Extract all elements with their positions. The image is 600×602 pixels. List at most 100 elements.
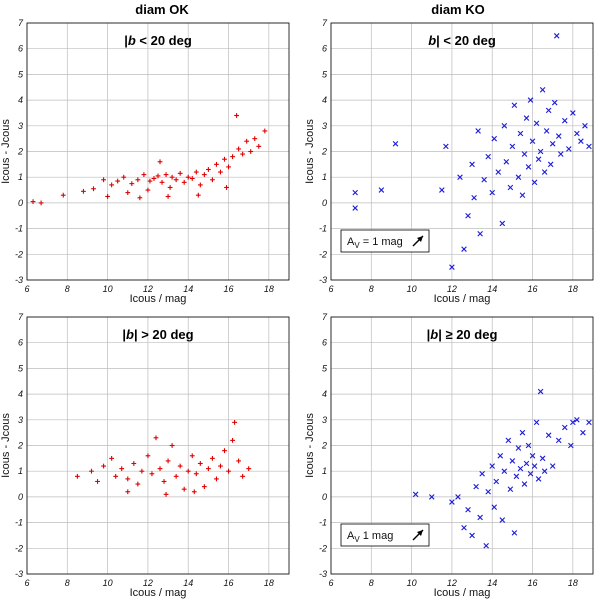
- point-stroke-b: [503, 158, 510, 165]
- x-tick-label: 16: [528, 284, 538, 294]
- point-stroke-b: [489, 463, 496, 469]
- data-point: [222, 156, 227, 162]
- data-point: [477, 514, 483, 521]
- plot-frame: [26, 316, 290, 575]
- point-stroke-b: [525, 164, 532, 170]
- data-point: [449, 264, 455, 270]
- point-stroke-b: [531, 179, 538, 186]
- point-stroke-b: [465, 506, 471, 513]
- point-stroke-b: [549, 463, 556, 469]
- data-point: [218, 169, 223, 175]
- data-point: [165, 194, 171, 199]
- data-point: [443, 143, 449, 150]
- point-stroke-b: [555, 437, 562, 444]
- panel-title: |b < 20 deg: [124, 33, 192, 48]
- title-prefix: |: [122, 327, 126, 342]
- x-tick-label: 14: [183, 284, 193, 294]
- x-tick-label: 6: [328, 284, 333, 294]
- point-stroke-b: [561, 117, 568, 124]
- point-stroke-b: [586, 419, 592, 426]
- point-stroke-b: [578, 138, 584, 145]
- data-point: [529, 452, 536, 459]
- x-axis-label: Icous / mag: [434, 587, 491, 599]
- point-stroke-b: [568, 442, 574, 449]
- data-point: [555, 437, 562, 444]
- legend-box: [340, 523, 430, 547]
- data-point: [543, 128, 550, 134]
- point-stroke-b: [574, 417, 580, 423]
- data-point: [517, 130, 524, 137]
- data-point: [574, 130, 580, 137]
- y-tick-label: 5: [18, 69, 24, 79]
- point-stroke-b: [439, 187, 445, 193]
- data-point: [485, 153, 491, 160]
- point-stroke-b: [515, 174, 522, 180]
- data-point: [167, 185, 173, 190]
- data-point: [525, 442, 532, 449]
- y-tick-label: 3: [18, 121, 23, 131]
- data-point: [473, 483, 479, 490]
- data-point: [240, 151, 246, 157]
- point-stroke-b: [529, 138, 536, 145]
- data-point: [529, 138, 536, 145]
- y-tick-label: 1: [322, 172, 327, 182]
- x-tick-label: 16: [224, 578, 234, 588]
- title-suffix: | < 20 deg: [436, 33, 496, 48]
- point-stroke-b: [491, 504, 498, 510]
- y-tick-label: -2: [319, 543, 327, 553]
- data-point: [191, 489, 197, 495]
- point-stroke-b: [521, 481, 528, 487]
- y-tick-label: -2: [15, 249, 23, 259]
- data-point: [455, 494, 461, 500]
- point-stroke-b: [465, 212, 471, 219]
- legend-prefix: A: [347, 236, 355, 248]
- data-point: [129, 181, 135, 187]
- legend-prefix: A: [347, 530, 355, 542]
- data-point: [210, 177, 215, 183]
- point-stroke-b: [553, 33, 560, 39]
- x-tick-label: 18: [264, 578, 274, 588]
- data-point: [568, 442, 574, 449]
- data-point: [497, 452, 504, 459]
- y-tick-label: 6: [322, 338, 327, 348]
- title-b: b: [428, 33, 436, 48]
- point-stroke-b: [378, 187, 385, 193]
- point-stroke-b: [469, 161, 475, 168]
- data-point: [95, 479, 100, 484]
- data-point: [145, 187, 151, 193]
- point-stroke-b: [449, 264, 455, 270]
- y-tick-label: 1: [18, 172, 23, 182]
- data-point: [169, 174, 175, 180]
- point-stroke-b: [461, 524, 467, 531]
- data-point: [125, 190, 131, 196]
- data-point: [101, 463, 106, 469]
- data-point: [475, 128, 481, 134]
- point-stroke-b: [519, 429, 526, 436]
- point-stroke-b: [570, 419, 576, 426]
- point-stroke-b: [533, 120, 540, 127]
- point-stroke-b: [537, 388, 544, 395]
- data-point: [493, 478, 500, 485]
- data-point: [185, 468, 191, 474]
- x-tick-label: 12: [143, 578, 153, 588]
- x-tick-label: 12: [143, 284, 153, 294]
- data-point: [131, 461, 137, 466]
- point-stroke-b: [535, 476, 542, 482]
- data-point: [586, 143, 592, 150]
- point-stroke-b: [531, 463, 538, 469]
- data-point: [161, 479, 167, 484]
- data-point: [105, 194, 111, 199]
- x-tick-label: 16: [528, 578, 538, 588]
- x-axis-label: Icous / mag: [130, 587, 187, 599]
- data-point: [101, 177, 106, 183]
- y-tick-label: 4: [322, 389, 327, 399]
- data-point: [201, 172, 207, 178]
- data-point: [163, 491, 169, 497]
- data-point: [197, 461, 203, 466]
- point-stroke-b: [493, 478, 500, 485]
- data-point: [159, 179, 165, 185]
- y-tick-label: -3: [319, 569, 327, 579]
- x-tick-label: 14: [487, 284, 497, 294]
- y-tick-label: 6: [322, 44, 327, 54]
